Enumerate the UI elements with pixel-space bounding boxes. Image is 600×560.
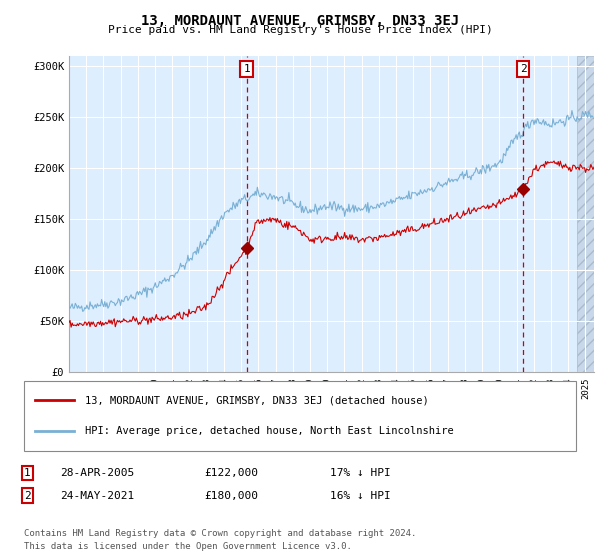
- Text: 13, MORDAUNT AVENUE, GRIMSBY, DN33 3EJ (detached house): 13, MORDAUNT AVENUE, GRIMSBY, DN33 3EJ (…: [85, 395, 428, 405]
- Text: 1: 1: [243, 64, 250, 74]
- Bar: [577, 56, 600, 372]
- Text: 13, MORDAUNT AVENUE, GRIMSBY, DN33 3EJ: 13, MORDAUNT AVENUE, GRIMSBY, DN33 3EJ: [141, 14, 459, 28]
- Text: £122,000: £122,000: [204, 468, 258, 478]
- Text: 28-APR-2005: 28-APR-2005: [60, 468, 134, 478]
- Text: Price paid vs. HM Land Registry's House Price Index (HPI): Price paid vs. HM Land Registry's House …: [107, 25, 493, 35]
- Text: 1: 1: [24, 468, 31, 478]
- Text: 17% ↓ HPI: 17% ↓ HPI: [330, 468, 391, 478]
- FancyBboxPatch shape: [24, 381, 576, 451]
- Text: 2: 2: [520, 64, 527, 74]
- Text: 2: 2: [24, 491, 31, 501]
- Text: HPI: Average price, detached house, North East Lincolnshire: HPI: Average price, detached house, Nort…: [85, 426, 454, 436]
- Text: 24-MAY-2021: 24-MAY-2021: [60, 491, 134, 501]
- Text: Contains HM Land Registry data © Crown copyright and database right 2024.
This d: Contains HM Land Registry data © Crown c…: [24, 529, 416, 550]
- Text: 16% ↓ HPI: 16% ↓ HPI: [330, 491, 391, 501]
- Text: £180,000: £180,000: [204, 491, 258, 501]
